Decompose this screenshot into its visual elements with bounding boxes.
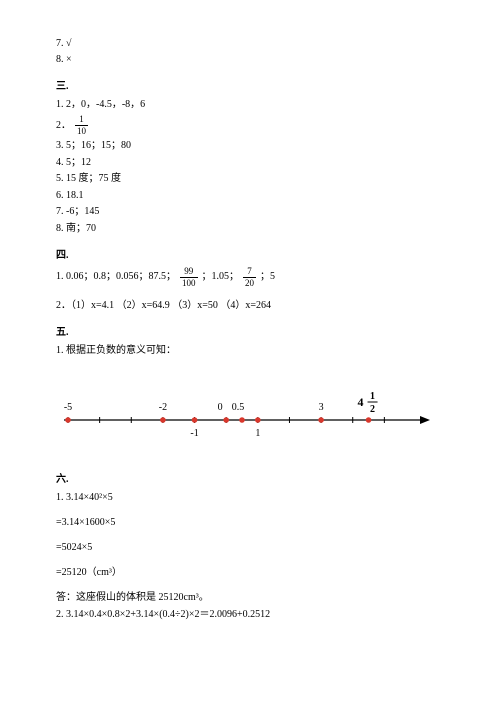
svg-text:4: 4 bbox=[358, 395, 364, 409]
sec3-item-3: 3. 5；16；15；80 bbox=[56, 139, 444, 153]
sec6-line-5: 答：这座假山的体积是 25120cm³。 bbox=[56, 591, 444, 605]
section-3-title: 三. bbox=[56, 77, 444, 92]
answer-8: 8. × bbox=[56, 53, 444, 67]
sec6-line-3: =5024×5 bbox=[56, 541, 444, 555]
sec6-line-6: 2. 3.14×0.4×0.8×2+3.14×(0.4÷2)×2＝2.0096+… bbox=[56, 608, 444, 622]
svg-text:0: 0 bbox=[218, 402, 223, 413]
svg-text:1: 1 bbox=[370, 391, 375, 402]
sec4-item-1c: ；5 bbox=[260, 272, 275, 282]
svg-text:-2: -2 bbox=[159, 402, 167, 413]
number-line: -5-20.530412-11 bbox=[56, 372, 444, 452]
section-6-title: 六. bbox=[56, 470, 444, 485]
sec3-item-7: 7. -6；145 bbox=[56, 205, 444, 219]
section-4-title: 四. bbox=[56, 246, 444, 261]
svg-text:1: 1 bbox=[255, 428, 260, 439]
svg-text:-1: -1 bbox=[190, 428, 198, 439]
section-5-title: 五. bbox=[56, 323, 444, 338]
sec5-item-1: 1. 根据正负数的意义可知： bbox=[56, 344, 444, 358]
sec3-item-6: 6. 18.1 bbox=[56, 189, 444, 203]
svg-text:3: 3 bbox=[319, 402, 324, 413]
sec3-item-5: 5. 15 度；75 度 bbox=[56, 172, 444, 186]
fraction-1-10: 1 10 bbox=[75, 115, 88, 136]
sec3-item-1: 1. 2，0，-4.5，-8，6 bbox=[56, 98, 444, 112]
sec3-item-8: 8. 南；70 bbox=[56, 222, 444, 236]
sec4-item-2: 2．（1）x=4.1 （2）x=64.9 （3）x=50 （4）x=264 bbox=[56, 299, 444, 313]
answer-7: 7. √ bbox=[56, 37, 444, 51]
sec3-item-2: 2． 1 10 bbox=[56, 115, 444, 136]
sec4-item-1a: 1. 0.06；0.8；0.056；87.5； bbox=[56, 272, 176, 282]
number-line-svg: -5-20.530412-11 bbox=[56, 372, 436, 452]
sec3-item-2-prefix: 2． bbox=[56, 121, 71, 131]
sec6-line-1: 1. 3.14×40²×5 bbox=[56, 491, 444, 505]
sec4-item-1b: ；1.05； bbox=[202, 272, 240, 282]
svg-text:-5: -5 bbox=[64, 402, 72, 413]
svg-text:2: 2 bbox=[370, 404, 375, 415]
sec6-line-2: =3.14×1600×5 bbox=[56, 516, 444, 530]
svg-text:0.5: 0.5 bbox=[232, 402, 245, 413]
sec3-item-4: 4. 5；12 bbox=[56, 156, 444, 170]
sec4-item-1: 1. 0.06；0.8；0.056；87.5； 99 100 ；1.05； 7 … bbox=[56, 267, 444, 288]
sec6-line-4: =25120（cm³） bbox=[56, 566, 444, 580]
fraction-7-20: 7 20 bbox=[243, 267, 256, 288]
fraction-99-100: 99 100 bbox=[180, 267, 198, 288]
